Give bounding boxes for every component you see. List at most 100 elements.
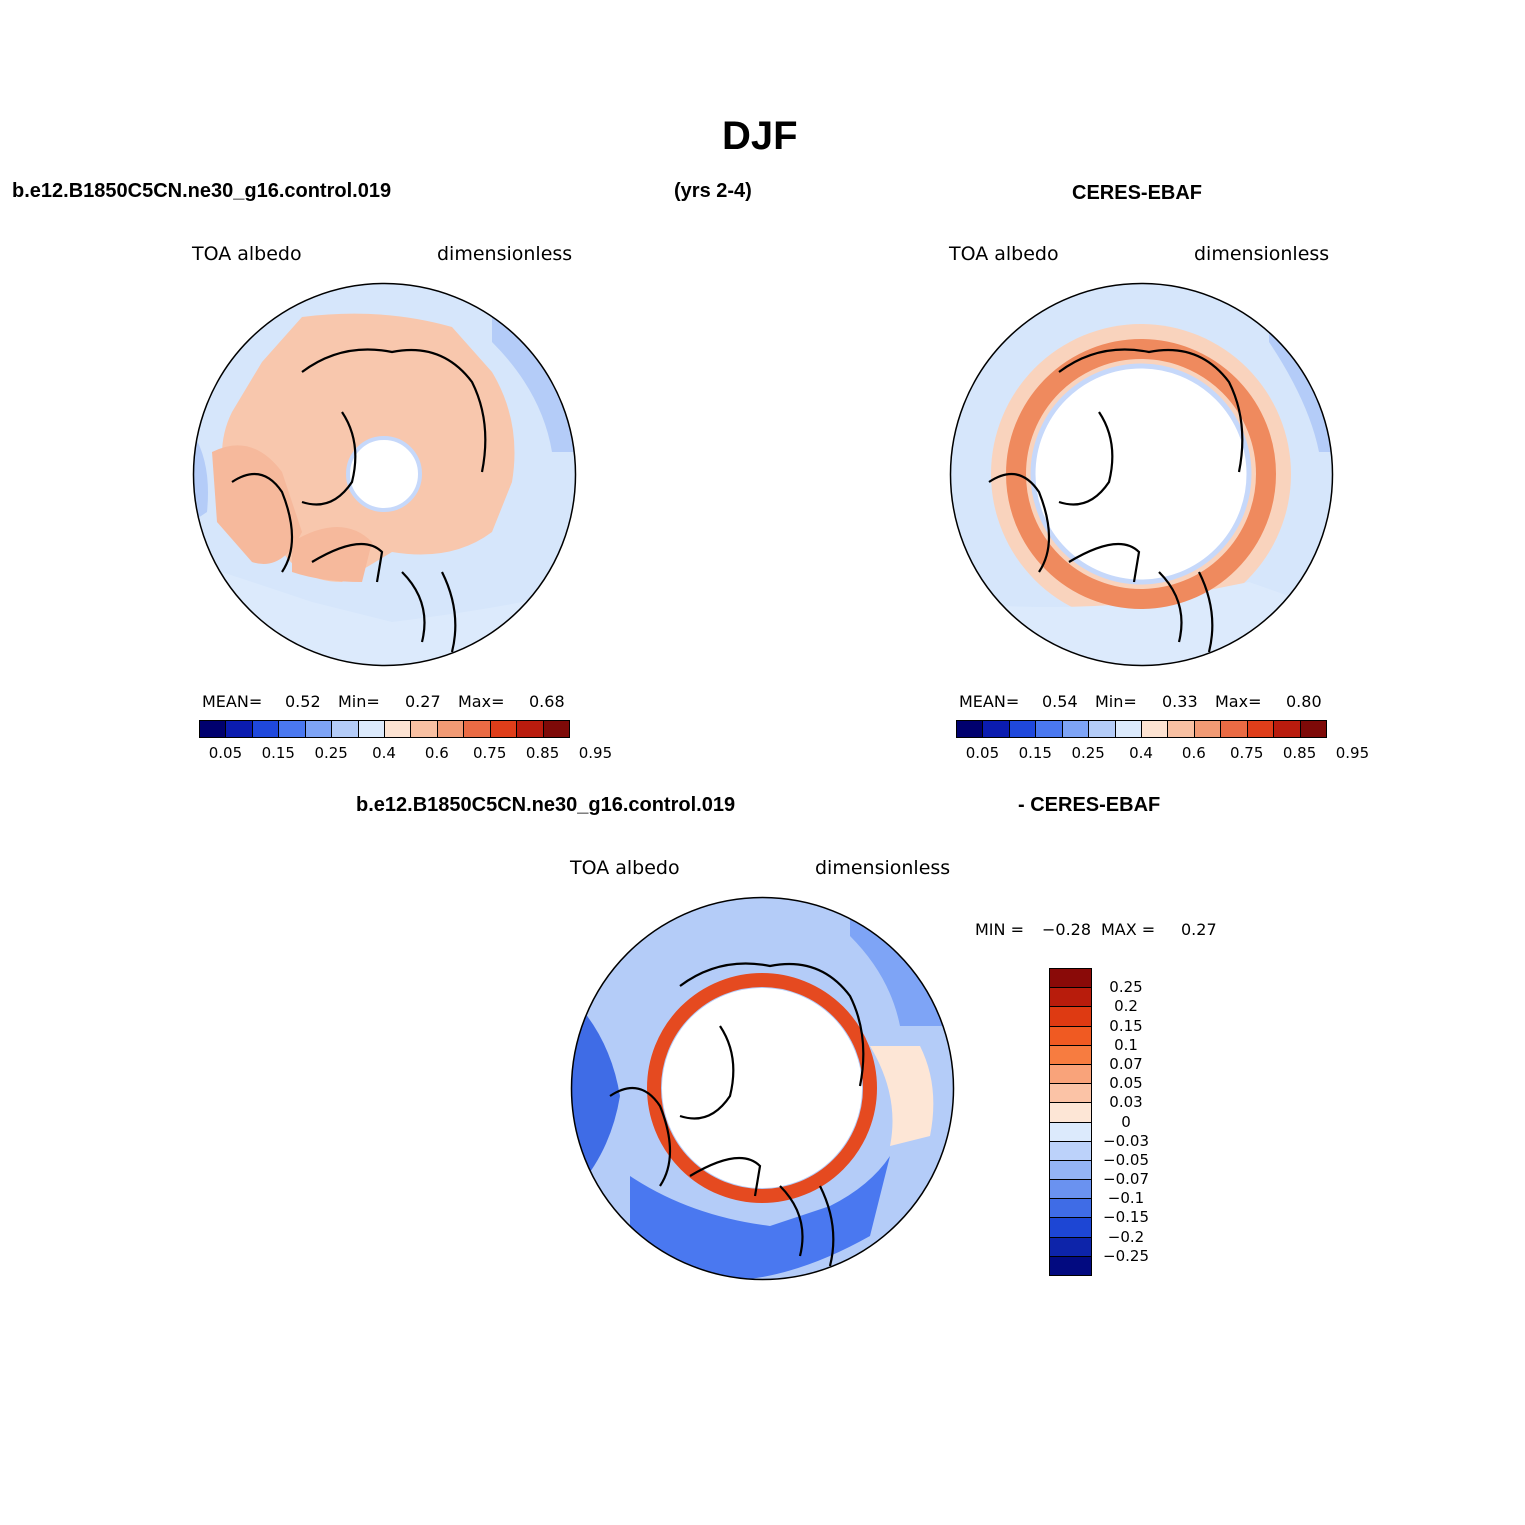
model-units-label: dimensionless — [437, 243, 573, 265]
colorbar-tick-label: −0.07 — [1103, 1170, 1149, 1189]
colorbar-swatch — [1049, 1236, 1092, 1257]
colorbar-tick-label: 0.4 — [372, 744, 396, 762]
colorbar-tick-label: 0.05 — [965, 744, 1000, 762]
years-heading: (yrs 2-4) — [674, 180, 752, 202]
diff-max-value: 0.27 — [1181, 920, 1217, 939]
colorbar-swatch — [225, 720, 253, 738]
model-max-value: 0.68 — [529, 692, 565, 711]
greenland-fill — [292, 527, 372, 582]
obs-mean-value: 0.54 — [1042, 692, 1078, 711]
colorbar-swatch — [956, 720, 984, 738]
model-polar-map — [192, 282, 577, 667]
colorbar-swatch — [1167, 720, 1195, 738]
obs-units-label: dimensionless — [1194, 243, 1330, 265]
colorbar-swatch — [1141, 720, 1169, 738]
obs-max-label: Max= — [1215, 692, 1262, 711]
colorbar-tick-label: 0.85 — [525, 744, 560, 762]
colorbar-swatch — [982, 720, 1010, 738]
colorbar-swatch — [1049, 1025, 1092, 1046]
colorbar-swatch — [489, 720, 518, 738]
diff-obs-heading: - CERES-EBAF — [1018, 794, 1161, 816]
polar-missing-cap — [662, 988, 862, 1188]
model-max-label: Max= — [458, 692, 505, 711]
colorbar-swatch — [1049, 987, 1092, 1008]
model-mean-value: 0.52 — [285, 692, 321, 711]
colorbar-swatch — [436, 720, 465, 738]
colorbar-tick-label: 0.25 — [314, 744, 348, 762]
colorbar-tick-label: 0.05 — [208, 744, 243, 762]
obs-colorbar-ticks: 0.05 0.15 0.25 0.4 0.6 0.75 0.85 0.95 — [956, 744, 1369, 764]
colorbar-tick-label: 0.07 — [1109, 1054, 1143, 1073]
colorbar-swatch — [1049, 1044, 1092, 1065]
diff-polar-map — [570, 896, 955, 1281]
colorbar-swatch — [463, 720, 491, 738]
colorbar-tick-label: −0.2 — [1107, 1227, 1145, 1246]
red-ring — [647, 973, 877, 1203]
colorbar-swatch — [1049, 1198, 1092, 1219]
colorbar-tick-label: 0.95 — [578, 744, 613, 762]
colorbar-swatch — [1049, 1140, 1092, 1161]
colorbar-swatch — [331, 720, 359, 738]
colorbar-swatch — [304, 720, 333, 738]
colorbar-swatch — [1049, 1159, 1092, 1181]
diff-colorbar — [1049, 968, 1092, 1276]
colorbar-swatch — [1049, 1063, 1092, 1085]
positive-patch — [870, 1046, 934, 1146]
colorbar-tick-label: 0.25 — [1109, 978, 1143, 997]
colorbar-swatch — [1273, 720, 1301, 738]
colorbar-tick-label: 0.15 — [1018, 744, 1052, 762]
colorbar-tick-label: −0.03 — [1103, 1131, 1149, 1150]
colorbar-tick-label: 0.4 — [1129, 744, 1153, 762]
colorbar-swatch — [1049, 1006, 1092, 1027]
colorbar-swatch — [1061, 720, 1090, 738]
diff-max-label: MAX = — [1101, 920, 1156, 939]
map-border — [570, 896, 955, 1281]
colorbar-tick-label: 0.15 — [1109, 1016, 1143, 1035]
model-colorbar — [199, 720, 570, 740]
colorbar-swatch — [1049, 968, 1092, 989]
colorbar-swatch — [1049, 1083, 1092, 1104]
colorbar-swatch — [516, 720, 544, 738]
colorbar-tick-label: 0.75 — [1230, 744, 1264, 762]
colorbar-swatch — [1049, 1179, 1092, 1200]
obs-min-value: 0.33 — [1162, 692, 1198, 711]
figure-title: DJF — [722, 114, 798, 158]
colorbar-swatch — [1246, 720, 1275, 738]
colorbar-tick-label: 0.6 — [1181, 744, 1206, 762]
diff-units-label: dimensionless — [815, 857, 951, 879]
colorbar-swatch — [251, 720, 280, 738]
na-land-fill — [212, 445, 302, 564]
colorbar-swatch — [1220, 720, 1248, 738]
colorbar-swatch — [1114, 720, 1142, 738]
obs-variable-label: TOA albedo — [949, 243, 1059, 265]
colorbar-swatch — [278, 720, 306, 738]
obs-max-value: 0.80 — [1286, 692, 1322, 711]
obs-polar-map — [949, 282, 1334, 667]
obs-name-heading: CERES-EBAF — [1072, 182, 1203, 204]
model-variable-label: TOA albedo — [192, 243, 302, 265]
colorbar-tick-label: 0.1 — [1114, 1035, 1138, 1054]
diff-colorbar-ticks: 0.25 0.2 0.15 0.1 0.07 0.05 0.03 0 −0.03 −0.05 −0.… — [1096, 968, 1166, 1275]
map-border — [949, 282, 1334, 667]
colorbar-swatch — [1299, 720, 1327, 738]
colorbar-tick-label: −0.15 — [1103, 1208, 1149, 1227]
colorbar-swatch — [542, 720, 570, 738]
coastline-outline — [609, 962, 865, 1267]
diff-min-value: −0.28 — [1042, 920, 1092, 939]
colorbar-tick-label: 0 — [1121, 1112, 1131, 1131]
colorbar-swatch — [1049, 1102, 1092, 1123]
colorbar-swatch — [1193, 720, 1222, 738]
colorbar-tick-label: 0.2 — [1114, 997, 1138, 1016]
coastline-outline — [231, 348, 487, 653]
colorbar-swatch — [384, 720, 412, 738]
colorbar-tick-label: 0.95 — [1335, 744, 1370, 762]
negative-south — [630, 1156, 890, 1280]
colorbar-swatch — [1049, 1121, 1092, 1142]
colorbar-tick-label: −0.05 — [1103, 1150, 1149, 1169]
obs-colorbar — [956, 720, 1327, 740]
colorbar-tick-label: −0.25 — [1103, 1246, 1149, 1265]
colorbar-swatch — [410, 720, 438, 738]
colorbar-tick-label: −0.1 — [1107, 1189, 1145, 1208]
colorbar-swatch — [199, 720, 227, 738]
colorbar-tick-label: 0.05 — [1109, 1074, 1143, 1093]
